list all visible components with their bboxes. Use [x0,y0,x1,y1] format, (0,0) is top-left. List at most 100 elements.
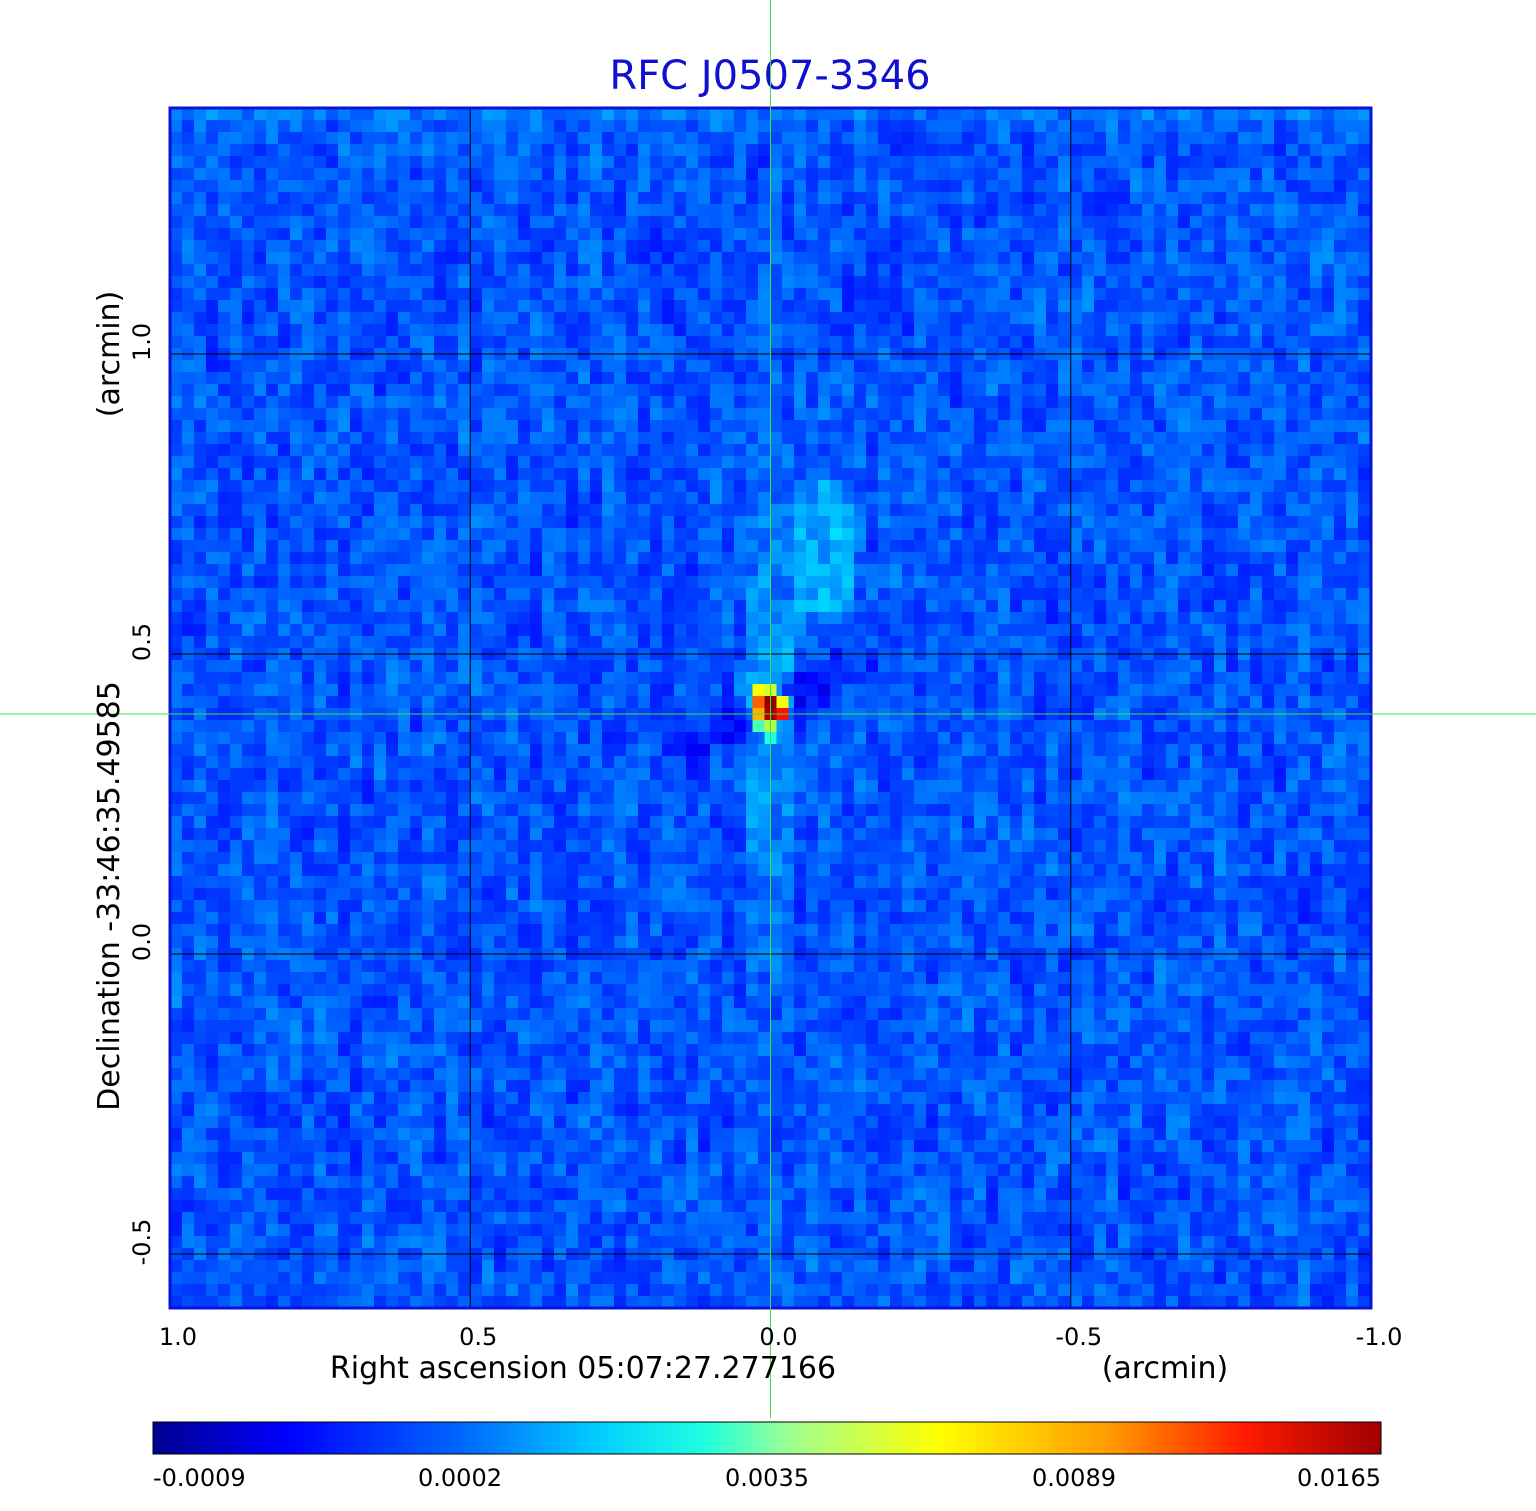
heatmap-cell [806,312,818,324]
heatmap-cell [782,408,794,420]
heatmap-cell [1202,624,1214,636]
heatmap-cell [722,684,734,696]
heatmap-cell [902,528,914,540]
heatmap-cell [362,264,374,276]
heatmap-cell [758,252,770,264]
heatmap-cell [1202,660,1214,672]
heatmap-cell [734,144,746,156]
heatmap-cell [1310,336,1322,348]
heatmap-cell [542,276,554,288]
heatmap-cell [1058,468,1070,480]
heatmap-cell [1154,240,1166,252]
heatmap-cell [698,432,710,444]
heatmap-cell [746,144,758,156]
heatmap-cell [1022,264,1034,276]
heatmap-cell [1178,216,1190,228]
heatmap-cell [722,252,734,264]
heatmap-cell [962,564,974,576]
heatmap-cell [1166,684,1178,696]
heatmap-cell [506,264,518,276]
heatmap-cell [1202,360,1214,372]
heatmap-cell [1358,336,1370,348]
heatmap-cell [914,444,926,456]
heatmap-cell [1310,624,1322,636]
heatmap-cell [1334,372,1346,384]
heatmap-cell [1214,168,1226,180]
heatmap-cell [518,516,530,528]
heatmap-cell [818,588,830,600]
heatmap-cell [398,108,410,120]
heatmap-cell [470,588,482,600]
heatmap-cell [1358,492,1370,504]
heatmap-cell [1046,228,1058,240]
heatmap-cell [938,660,950,672]
heatmap-cell [1202,600,1214,612]
heatmap-cell [1178,252,1190,264]
heatmap-cell [998,324,1010,336]
heatmap-cell [902,600,914,612]
heatmap-cell [1310,636,1322,648]
heatmap-cell [782,396,794,408]
heatmap-cell [170,504,182,516]
heatmap-cell [1022,168,1034,180]
heatmap-cell [458,300,470,312]
heatmap-cell [1022,636,1034,648]
heatmap-cell [590,156,602,168]
heatmap-cell [1142,624,1154,636]
heatmap-cell [758,516,770,528]
heatmap-cell [926,528,938,540]
heatmap-cell [1046,432,1058,444]
heatmap-cell [818,636,830,648]
heatmap-cell [554,120,566,132]
heatmap-cell [1190,192,1202,204]
heatmap-cell [782,540,794,552]
heatmap-cell [998,600,1010,612]
heatmap-cell [974,456,986,468]
heatmap-cell [1082,360,1094,372]
heatmap-cell [470,120,482,132]
heatmap-cell [626,132,638,144]
heatmap-cell [1346,216,1358,228]
heatmap-cell [518,264,530,276]
heatmap-cell [230,600,242,612]
heatmap-cell [362,324,374,336]
heatmap-cell [974,336,986,348]
heatmap-cell [218,432,230,444]
heatmap-cell [782,180,794,192]
heatmap-cell [1154,264,1166,276]
heatmap-cell [1118,396,1130,408]
heatmap-cell [326,612,338,624]
heatmap-cell [1334,420,1346,432]
heatmap-cell [518,432,530,444]
heatmap-cell [278,384,290,396]
heatmap-cell [194,288,206,300]
heatmap-cell [794,408,806,420]
heatmap-cell [230,108,242,120]
heatmap-cell [1106,372,1118,384]
heatmap-cell [182,108,194,120]
heatmap-cell [218,516,230,528]
heatmap-cell [722,420,734,432]
heatmap-cell [1178,588,1190,600]
heatmap-cell [866,672,878,684]
heatmap-cell [866,420,878,432]
heatmap-cell [734,156,746,168]
heatmap-cell [230,516,242,528]
heatmap-cell [758,420,770,432]
heatmap-cell [242,420,254,432]
heatmap-cell [338,288,350,300]
heatmap-cell [1274,684,1286,696]
heatmap-cell [1118,444,1130,456]
heatmap-cell [1322,624,1334,636]
heatmap-cell [878,432,890,444]
heatmap-cell [1286,264,1298,276]
heatmap-cell [1226,384,1238,396]
heatmap-cell [218,564,230,576]
heatmap-cell [914,504,926,516]
heatmap-cell [326,168,338,180]
heatmap-cell [458,144,470,156]
heatmap-cell [782,372,794,384]
heatmap-cell [518,540,530,552]
heatmap-cell [818,240,830,252]
heatmap-cell [674,252,686,264]
